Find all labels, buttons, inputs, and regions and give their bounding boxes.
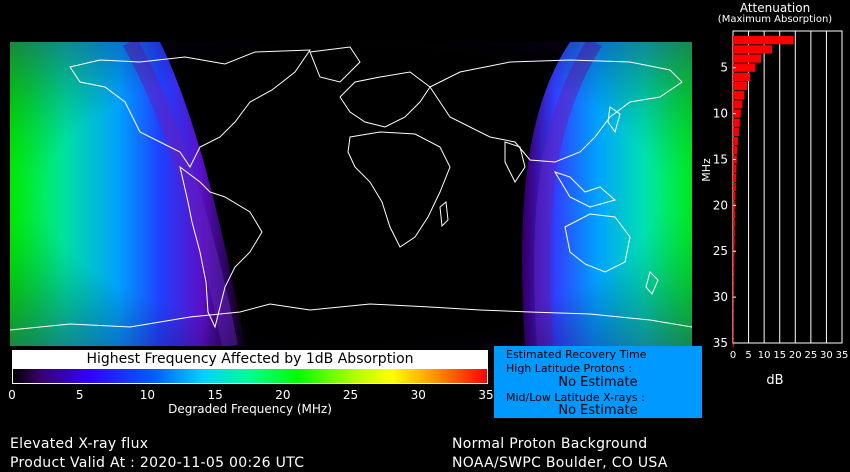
mid-lat-value: No Estimate	[558, 403, 638, 418]
source-credit: NOAA/SWPC Boulder, CO USA	[452, 455, 668, 471]
chart-y-tick-label: 35	[713, 336, 728, 350]
chart-bar	[733, 329, 734, 338]
chart-y-tick-label: 20	[713, 198, 728, 212]
chart-y-tick-label: 10	[713, 107, 728, 121]
legend-tick-label: 20	[275, 388, 291, 402]
chart-y-tick-label: 30	[713, 290, 728, 304]
status-proton: Normal Proton Background	[452, 436, 648, 452]
chart-bar	[733, 256, 735, 265]
chart-bar	[733, 210, 736, 219]
chart-bar	[733, 173, 737, 182]
legend-tick-label: 15	[207, 388, 223, 402]
chart-x-tick-label: 30	[820, 350, 833, 361]
chart-y-tick-label: 25	[713, 244, 728, 258]
chart-bar	[733, 146, 738, 155]
product-valid: Product Valid At : 2020-11-05 00:26 UTC	[10, 455, 305, 471]
recovery-title: Estimated Recovery Time	[506, 348, 647, 361]
chart-bar	[733, 109, 741, 118]
chart-bar	[733, 63, 756, 72]
chart-bar	[733, 311, 734, 320]
high-lat-value: No Estimate	[558, 375, 638, 390]
chart-bar	[733, 127, 739, 137]
chart-bar	[733, 265, 735, 274]
chart-x-tick-label: 0	[730, 350, 736, 361]
chart-title: Attenuation	[740, 1, 810, 15]
attenuation-chart: Attenuation (Maximum Absorption) 5101520…	[700, 1, 849, 388]
chart-x-tick-label: 5	[745, 350, 751, 361]
chart-bar	[733, 118, 740, 127]
chart-xlabel: dB	[766, 373, 783, 388]
chart-x-tick-label: 20	[789, 350, 802, 361]
chart-bar	[733, 228, 735, 238]
chart-bar	[733, 302, 735, 311]
chart-x-ticks: 0 5 10 15 20 25 30 35	[730, 350, 849, 361]
chart-bar	[733, 182, 736, 192]
legend-tick-label: 25	[342, 388, 359, 402]
chart-y-ticks: 5 10 15 20 25 30 35	[713, 61, 736, 350]
coastlines	[10, 46, 692, 331]
legend-title: Highest Frequency Affected by 1dB Absorp…	[12, 350, 488, 368]
legend-tick-label: 35	[478, 388, 494, 402]
high-lat-label: High Latitude Protons :	[506, 362, 632, 375]
chart-x-tick-label: 35	[836, 350, 849, 361]
legend-color-bar	[12, 368, 488, 384]
chart-bar	[733, 136, 738, 146]
chart-y-tick-label: 15	[713, 152, 728, 166]
chart-bar	[733, 36, 794, 45]
legend-xlabel: Degraded Frequency (MHz)	[168, 402, 332, 416]
status-xray: Elevated X-ray flux	[10, 436, 149, 452]
chart-bar	[733, 274, 735, 283]
chart-y-tick-label: 5	[720, 61, 728, 75]
legend-tick-label: 10	[139, 388, 156, 402]
chart-bar	[733, 192, 736, 201]
recovery-panel: Estimated Recovery Time High Latitude Pr…	[494, 346, 702, 418]
chart-bar	[733, 320, 734, 329]
chart-x-tick-label: 15	[773, 350, 786, 361]
legend-tick-label: 5	[75, 388, 84, 402]
chart-bar	[733, 100, 743, 109]
chart-x-tick-label: 10	[758, 350, 771, 361]
chart-bar	[733, 164, 737, 173]
chart-bar	[733, 283, 735, 293]
absorption-map	[10, 42, 692, 346]
chart-bar	[733, 81, 748, 91]
legend-tick-label: 30	[410, 388, 426, 402]
chart-bar	[733, 219, 735, 228]
chart-bar	[733, 72, 751, 82]
chart-bar	[733, 237, 735, 247]
chart-ylabel: MHz	[700, 158, 713, 182]
chart-bar	[733, 45, 772, 54]
mid-lat-label: Mid/Low Latitude X-rays :	[506, 391, 645, 404]
chart-subtitle: (Maximum Absorption)	[718, 14, 832, 25]
chart-x-tick-label: 25	[804, 350, 817, 361]
legend-tick-label: 0	[8, 388, 16, 402]
chart-bar	[733, 91, 745, 100]
chart-grid	[748, 31, 827, 343]
chart-bar	[733, 54, 762, 63]
